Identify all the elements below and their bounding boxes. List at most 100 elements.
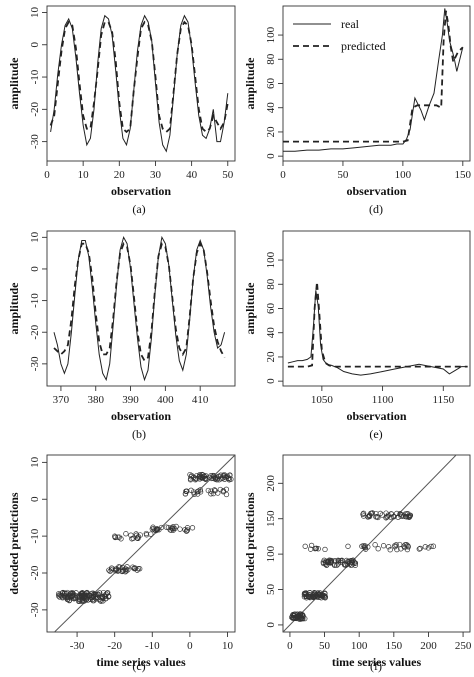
scatter-point <box>335 561 341 567</box>
x-tick-label: 370 <box>53 394 70 406</box>
scatter-point <box>380 543 387 549</box>
scatter-point <box>387 547 393 553</box>
scatter-point <box>150 524 156 530</box>
panel-caption: (f) <box>370 659 382 673</box>
plot-frame <box>282 230 471 387</box>
scatter-point <box>334 562 340 568</box>
scatter-point <box>223 491 230 498</box>
y-tick-label: 80 <box>265 53 277 65</box>
scatter-point <box>394 546 400 553</box>
scatter-point <box>388 511 394 517</box>
x-tick-label: -10 <box>145 640 160 652</box>
y-tick-label: 100 <box>265 251 277 268</box>
scatter-point <box>328 558 334 564</box>
scatter-point <box>360 510 367 516</box>
scatter-point <box>311 591 317 598</box>
scatter-point <box>96 596 102 602</box>
scatter-point <box>108 565 115 571</box>
scatter-point <box>317 592 323 598</box>
y-tick-label: 10 <box>29 456 41 468</box>
scatter-point <box>72 595 78 601</box>
plot-area <box>53 235 226 382</box>
scatter-point <box>306 594 312 600</box>
legend-predicted-label: predicted <box>341 39 386 53</box>
scatter-point <box>221 473 228 479</box>
plot-area <box>283 8 464 152</box>
scatter-point <box>68 594 74 601</box>
scatter-point <box>220 488 226 494</box>
scatter-point <box>123 568 130 574</box>
x-axis-label: observation <box>347 184 407 198</box>
scatter-point <box>215 473 221 480</box>
scatter-point <box>298 615 304 622</box>
scatter-point <box>163 524 170 530</box>
scatter-point <box>119 564 126 571</box>
panel-caption: (a) <box>132 202 145 216</box>
scatter-point <box>116 534 122 540</box>
y-tick-label: 0 <box>265 153 277 159</box>
x-tick-label: 380 <box>87 394 104 406</box>
scatter-point <box>89 590 95 597</box>
y-tick-label: -10 <box>29 293 41 308</box>
scatter-point <box>189 472 195 479</box>
reference-line <box>53 455 235 632</box>
scatter-point <box>143 532 150 538</box>
scatter-point <box>148 531 154 537</box>
scatter-point <box>205 487 211 494</box>
scatter-point <box>208 488 214 494</box>
x-axis-label: observation <box>111 409 171 423</box>
scatter-point <box>359 543 365 549</box>
scatter-point <box>215 490 221 496</box>
y-tick-label: 10 <box>29 231 41 243</box>
panel-d: 0 50 100 150 0 20 40 60 80 100 observation amplitud… <box>243 5 472 216</box>
scatter-point <box>315 546 321 552</box>
x-tick-label: 50 <box>319 640 331 652</box>
x-axis-label: time series values <box>332 655 422 669</box>
scatter-point <box>385 512 391 518</box>
x-tick-label: 30 <box>150 169 162 181</box>
scatter-point <box>338 559 344 566</box>
y-axis-label: decoded predictions <box>243 492 257 594</box>
panel-c: -30 -20 -10 0 10 -30 -20 -10 0 10 time series valu… <box>7 454 236 673</box>
scatter-point <box>56 591 62 597</box>
scatter-point <box>304 593 310 600</box>
scatter-point <box>184 488 190 494</box>
scatter-point <box>93 596 99 602</box>
scatter-point <box>112 534 118 541</box>
scatter-point <box>112 566 119 572</box>
scatter-point <box>135 534 142 540</box>
x-tick-label: 1050 <box>311 394 334 406</box>
x-tick-label: 400 <box>157 394 174 406</box>
scatter-point <box>402 542 408 548</box>
scatter-point <box>169 525 175 532</box>
y-tick-label: 40 <box>265 327 277 339</box>
y-tick-label: 100 <box>265 26 277 43</box>
x-axis-label: observation <box>347 409 407 423</box>
scatter-point <box>132 566 138 572</box>
y-tick-label: 100 <box>265 545 277 562</box>
scatter-point <box>386 544 392 550</box>
scatter-point <box>344 561 351 567</box>
scatter-point <box>400 513 407 520</box>
x-tick-label: 0 <box>287 640 293 652</box>
scatter-point <box>337 558 344 564</box>
y-tick-label: 200 <box>265 475 277 492</box>
scatter-point <box>120 568 126 574</box>
y-tick-label: -20 <box>29 102 41 117</box>
scatter-point <box>228 476 234 482</box>
series-predicted-line <box>49 20 229 134</box>
scatter-point <box>379 512 385 518</box>
x-tick-label: 250 <box>455 640 472 652</box>
scatter-point <box>303 590 309 596</box>
x-tick-label: 50 <box>337 169 349 181</box>
scatter-point <box>59 594 66 601</box>
x-tick-label: 10 <box>222 640 234 652</box>
scatter-point <box>297 612 303 618</box>
scatter-point <box>118 536 124 542</box>
scatter-point <box>407 512 414 518</box>
x-tick-label: 10 <box>78 169 90 181</box>
scatter-point <box>365 514 372 520</box>
legend-real-label: real <box>341 17 360 31</box>
series-predicted-line <box>287 281 468 368</box>
